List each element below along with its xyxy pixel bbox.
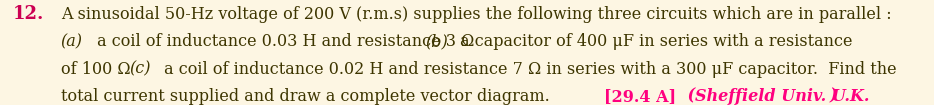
Text: ): ) xyxy=(829,88,837,105)
Text: (b): (b) xyxy=(425,33,447,50)
Text: a coil of inductance 0.03 H and resistance 3 Ω: a coil of inductance 0.03 H and resistan… xyxy=(92,33,474,50)
Text: Sheffield Univ. U.K.: Sheffield Univ. U.K. xyxy=(695,88,870,105)
Text: A sinusoidal 50-Hz voltage of 200 V (r.m.s) supplies the following three circuit: A sinusoidal 50-Hz voltage of 200 V (r.m… xyxy=(61,6,891,23)
Text: of 100 Ω: of 100 Ω xyxy=(61,60,135,77)
Text: (: ( xyxy=(682,88,695,105)
Text: a coil of inductance 0.02 H and resistance 7 Ω in series with a 300 μF capacitor: a coil of inductance 0.02 H and resistan… xyxy=(159,60,897,77)
Text: (a): (a) xyxy=(61,33,83,50)
Text: a capacitor of 400 μF in series with a resistance: a capacitor of 400 μF in series with a r… xyxy=(455,33,853,50)
Text: (c): (c) xyxy=(129,60,150,77)
Text: 12.: 12. xyxy=(13,5,45,23)
Text: [29.4 A]: [29.4 A] xyxy=(604,88,676,105)
Text: total current supplied and draw a complete vector diagram.: total current supplied and draw a comple… xyxy=(61,88,549,105)
